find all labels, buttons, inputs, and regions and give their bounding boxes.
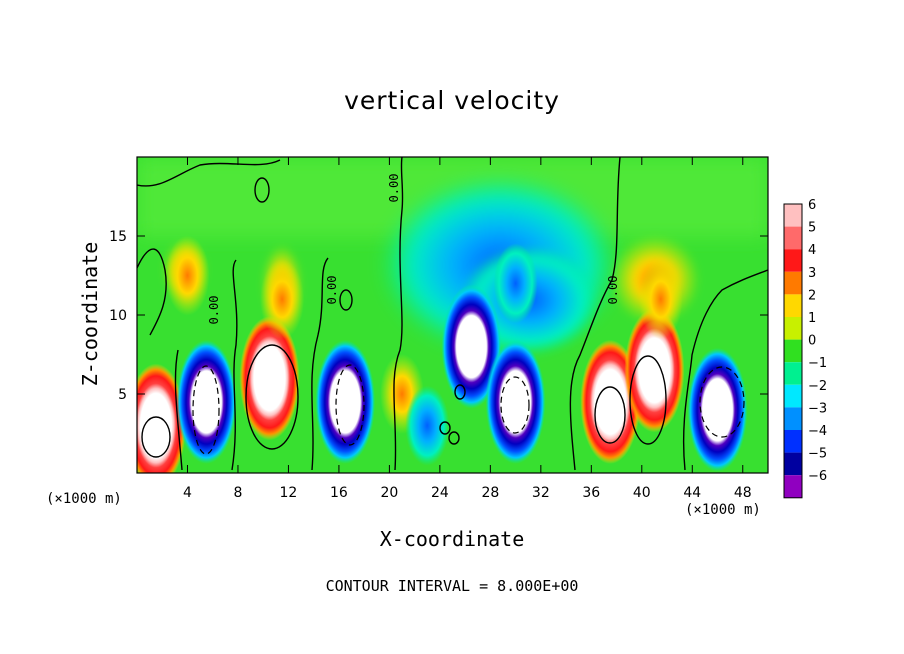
heatmap-cell [137, 363, 186, 473]
heatmap-cell [315, 339, 376, 464]
contour-positive [594, 386, 626, 444]
x-tick-label: 40 [633, 485, 651, 501]
zero-contour [448, 431, 460, 445]
colorbar-swatch [784, 249, 802, 272]
colorbar-label: 5 [808, 221, 816, 236]
heatmap-cell [165, 235, 210, 316]
y-tick-label: 5 [118, 387, 127, 403]
colorbar-swatch [784, 407, 802, 430]
heatmap-cell [638, 259, 683, 340]
x-tick-label: 28 [481, 485, 499, 501]
heatmap-cell [485, 339, 546, 464]
colorbar-label: −4 [808, 424, 827, 439]
x-tick-label: 16 [330, 485, 348, 501]
zero-contour [682, 269, 768, 471]
zero-contour [231, 259, 238, 471]
x-tick-label: 36 [582, 485, 600, 501]
contour-positive [245, 344, 299, 450]
contour-interval-note: CONTOUR INTERVAL = 8.000E+00 [325, 577, 579, 595]
contour-labels: 0.00 0.00 0.00 0.00 [207, 174, 620, 325]
contour-label: 0.00 [387, 174, 401, 203]
colorbar-swatch [784, 430, 802, 453]
contour-label: 0.00 [606, 276, 620, 305]
colorbar-label: −6 [808, 469, 827, 484]
contour-positive [141, 416, 171, 458]
colorbar-swatch [784, 362, 802, 385]
zero-contour [137, 159, 281, 187]
zero-contour [137, 248, 167, 336]
colorbar-label: 1 [808, 311, 816, 326]
heatmap-cell [687, 347, 748, 472]
colorbar-frame [783, 203, 803, 499]
colorbar-swatch [784, 226, 802, 250]
zero-contour [339, 289, 353, 311]
x-axis-label: X-coordinate [379, 527, 525, 551]
colorbar-label: −3 [808, 401, 827, 416]
x-axis-ticks: 4 8 12 16 20 24 28 32 36 40 44 48 [183, 157, 752, 501]
y-tick-label: 10 [109, 308, 127, 324]
x-tick-label: 20 [380, 485, 398, 501]
zero-contour [454, 384, 466, 400]
contour-lines-negative [192, 364, 745, 455]
y-axis-ticks: 5 10 15 [109, 229, 768, 403]
x-tick-label: 48 [734, 485, 752, 501]
zero-contour [311, 257, 329, 471]
colorbar-swatch [784, 339, 802, 363]
contour-label: 0.00 [325, 276, 339, 305]
zero-contour [439, 421, 451, 435]
colorbar-label: −2 [808, 379, 827, 394]
x-tick-label: 32 [532, 485, 550, 501]
colorbar-label: −5 [808, 447, 827, 462]
heatmap-cell [405, 385, 450, 466]
x-tick-label: 8 [233, 485, 242, 501]
colorbar-swatch [784, 384, 802, 408]
colorbar-swatch [784, 294, 802, 317]
zero-contour [569, 157, 621, 471]
chart-title: vertical velocity [344, 86, 560, 115]
heatmap-cell [624, 308, 685, 433]
colorbar-label: −1 [808, 356, 827, 371]
colorbar: 6 5 4 3 2 1 0 −1 −2 −3 −4 −5 −6 [783, 198, 827, 499]
y-tick-label: 15 [109, 229, 127, 245]
colorbar-label: 2 [808, 288, 816, 303]
contour-lines [137, 157, 768, 471]
zero-contour [393, 157, 404, 471]
colorbar-swatch [784, 475, 802, 498]
x-tick-label: 44 [683, 485, 701, 501]
colorbar-swatch [784, 452, 802, 476]
heatmap-cell [493, 243, 538, 324]
heatmap-cells [137, 235, 748, 473]
zero-contour [174, 349, 183, 471]
contour-label: 0.00 [207, 296, 221, 325]
colorbar-label: 4 [808, 243, 816, 258]
x-unit-label-left: (×1000 m) [46, 491, 122, 507]
heatmap-cell [441, 284, 502, 409]
heatmap-cell [260, 259, 305, 340]
colorbar-swatch [784, 204, 802, 227]
x-tick-label: 24 [431, 485, 449, 501]
heatmap-cell [239, 316, 300, 441]
y-axis-label: Z-coordinate [78, 241, 102, 387]
contour-negative [335, 364, 365, 446]
contour-negative [500, 376, 530, 434]
x-unit-label-right: (×1000 m) [685, 502, 761, 518]
contour-negative [192, 365, 220, 455]
heatmap-field [137, 157, 768, 473]
colorbar-label: 6 [808, 198, 816, 213]
x-tick-label: 4 [183, 485, 192, 501]
heatmap-cell [176, 339, 237, 464]
colorbar-swatch [784, 317, 802, 340]
contour-positive [629, 355, 667, 445]
colorbar-label: 0 [808, 334, 816, 349]
zero-contour [254, 177, 270, 203]
contour-negative [699, 366, 745, 438]
x-tick-label: 12 [280, 485, 298, 501]
colorbar-swatch [784, 271, 802, 295]
colorbar-label: 3 [808, 266, 816, 281]
